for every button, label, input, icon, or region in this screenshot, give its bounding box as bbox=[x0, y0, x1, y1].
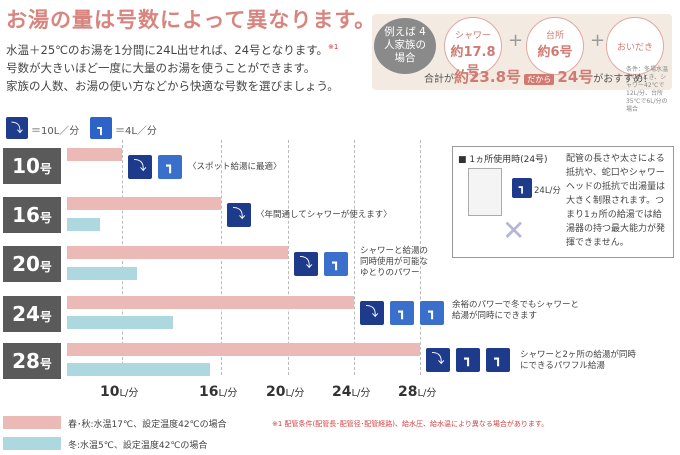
faucet-icon: ┓ bbox=[420, 301, 444, 325]
shower-legend-text: ＝10L／分 bbox=[31, 126, 80, 137]
badge-16: 16号 bbox=[3, 197, 61, 233]
faucet-legend-text: ＝4L／分 bbox=[115, 126, 157, 137]
badge-24: 24号 bbox=[3, 296, 61, 332]
badge-10: 10号 bbox=[3, 148, 61, 184]
axis-label-28: 28L/分 bbox=[398, 384, 437, 400]
bar-20-spring bbox=[67, 246, 288, 259]
intro-line-2: 号数が大きいほど一度に大量のお湯を使うことができます。 bbox=[6, 61, 316, 75]
shower-icon: ⤵ bbox=[6, 117, 28, 139]
caption-20: シャワーと給湯の同時使用が可能なゆとりのパワー bbox=[360, 246, 429, 278]
bar-16-winter bbox=[67, 218, 101, 231]
footnote: ※1 配管条件(配管長･配管径･配管経路)、給水圧、給水温により異なる場合があり… bbox=[272, 420, 549, 428]
shower-icon: ⤵ bbox=[294, 252, 318, 276]
caption-16: 〈年間通してシャワーが使えます〉 bbox=[256, 210, 392, 220]
faucet-icon: ┓ bbox=[512, 178, 532, 198]
faucet-icon: ┓ bbox=[390, 301, 414, 325]
axis-label-10: 10L/分 bbox=[100, 384, 139, 400]
gridline-24 bbox=[354, 140, 355, 375]
shower-icon: ⤵ bbox=[426, 348, 450, 372]
shower-icon: ⤵ bbox=[128, 155, 152, 179]
kitchen-circle: 台所 約6号 bbox=[526, 17, 584, 75]
shower-icon: ⤵ bbox=[227, 203, 251, 227]
intro-line-3: 家族の人数、お湯の使い方などから快適な号数を選びましょう。 bbox=[6, 79, 339, 93]
faucet-icon: ┓ bbox=[158, 155, 182, 179]
faucet-icon: ┓ bbox=[456, 348, 480, 372]
plus-icon: + bbox=[508, 30, 524, 51]
cross-icon: ✕ bbox=[502, 214, 526, 247]
example-total: 合計が約23.8号 だから 24号がおすすめ! bbox=[424, 68, 648, 86]
faucet-icon: ┓ bbox=[90, 117, 112, 139]
page-title: お湯の量は号数によって異なります。 bbox=[6, 8, 377, 32]
legend-swatch-spring bbox=[3, 416, 61, 429]
bar-16-spring bbox=[67, 197, 222, 210]
caption-10: 〈スポット給湯に最適〉 bbox=[188, 162, 282, 172]
intro-line-1: 水温＋25℃のお湯を1分間に24L出せれば、24号となります。※1 bbox=[6, 43, 339, 57]
plus-icon: + bbox=[590, 30, 606, 51]
legend-text-spring: 春･秋:水温17℃、設定温度42℃の場合 bbox=[68, 420, 227, 430]
bar-10-spring bbox=[67, 148, 122, 161]
faucet-icon: ┓ bbox=[486, 348, 510, 372]
faucet-icon: ┓ bbox=[324, 252, 348, 276]
shower-circle: シャワー 約17.8号 bbox=[444, 17, 502, 79]
info-box-title: ■ 1ヵ所使用時(24号) bbox=[458, 155, 548, 165]
axis-label-24: 24L/分 bbox=[332, 384, 371, 400]
bar-20-winter bbox=[67, 267, 137, 280]
caption-24: 余裕のパワーで冬でもシャワーと給湯が同時にできます bbox=[452, 300, 579, 321]
water-heater-icon bbox=[468, 168, 502, 216]
axis-label-16: 16L/分 bbox=[199, 384, 238, 400]
info-box-text: 配管の長さや太さによる抵抗や、蛇口やシャワーヘッドの抵抗で出湯量は大きく制限され… bbox=[566, 154, 666, 248]
badge-28: 28号 bbox=[3, 343, 61, 379]
gridline-20 bbox=[288, 140, 289, 375]
example-badge: 例えば 4人家族の 場合 bbox=[374, 18, 436, 74]
legend-text-winter: 冬:水温5℃、設定温度42℃の場合 bbox=[68, 441, 208, 451]
info-flow: 24L/分 bbox=[534, 186, 561, 196]
bar-24-spring bbox=[67, 296, 354, 309]
legend-swatch-winter bbox=[3, 437, 61, 450]
axis-label-20: 20L/分 bbox=[266, 384, 305, 400]
bar-28-spring bbox=[67, 343, 420, 356]
oidaki-circle: おいだき bbox=[606, 17, 664, 75]
badge-20: 20号 bbox=[3, 246, 61, 282]
bar-28-winter bbox=[67, 363, 210, 376]
shower-icon: ⤵ bbox=[360, 301, 384, 325]
example-conditions: 条件：冬場水温5℃のとき、シャワー42℃で12L/分、台所35℃で6L/分の場合 bbox=[626, 66, 669, 113]
caption-28: シャワーと2ヶ所の給湯が同時にできるパワフル給湯 bbox=[520, 350, 636, 371]
bar-24-winter bbox=[67, 316, 174, 329]
gridline-28 bbox=[420, 140, 421, 375]
